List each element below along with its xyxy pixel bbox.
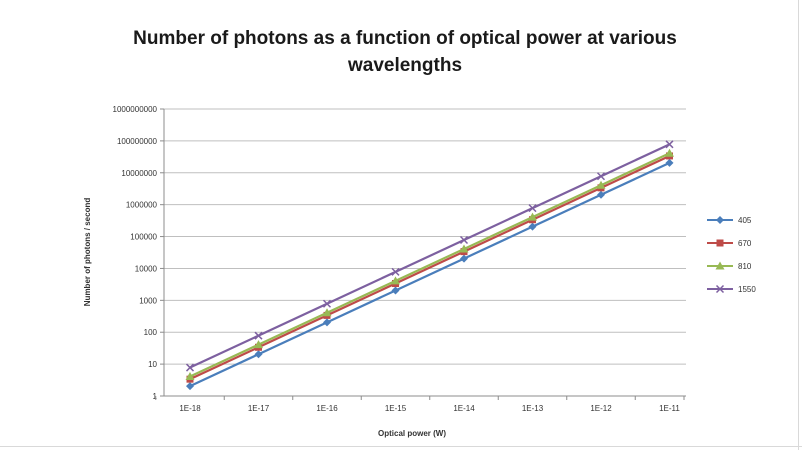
legend-label: 810 [738, 262, 752, 271]
legend-marker [715, 261, 725, 270]
y-tick-label: 1 [153, 392, 158, 401]
data-point-405 [528, 222, 537, 231]
chart-title-line-2: wavelengths [347, 55, 462, 76]
data-point-810 [254, 340, 263, 349]
data-point-405 [597, 190, 605, 199]
data-point-405 [323, 318, 331, 327]
x-tick-label: 1E-16 [316, 404, 338, 413]
x-tick-label: 1E-18 [179, 404, 201, 413]
legend-entry-670: 670 [707, 239, 752, 248]
data-point-810 [322, 308, 332, 317]
series-lines [185, 140, 674, 391]
marker-stroke [391, 267, 400, 276]
data-point-1550 [185, 363, 195, 372]
data-point-1550 [322, 299, 332, 308]
legend-marker [715, 284, 725, 294]
data-point-1550 [391, 267, 400, 276]
y-tick-label: 1000 [139, 296, 157, 305]
legend-marker [716, 216, 724, 224]
x-tick-label: 1E-13 [522, 404, 544, 413]
y-tick-label: 1000000000 [113, 105, 158, 114]
data-point-1550 [459, 235, 469, 245]
legend-entry-810: 810 [707, 261, 752, 271]
series-810 [185, 148, 674, 381]
series-line-670 [189, 154, 670, 381]
legend-entry-405: 405 [707, 216, 752, 225]
data-point-405 [254, 350, 263, 359]
y-tick-label: 10000 [135, 264, 158, 273]
x-tick-label: 1E-14 [453, 404, 475, 413]
gridlines [160, 108, 686, 397]
series-1550 [185, 140, 674, 372]
y-tick-label: 100000 [130, 233, 157, 242]
legend: 405 670 810 1550 [707, 216, 756, 294]
data-point-810 [528, 212, 537, 221]
series-405 [186, 158, 674, 391]
data-point-1550 [254, 331, 263, 340]
legend-entry-1550: 1550 [707, 284, 756, 294]
data-point-1550 [596, 172, 606, 181]
marker-stroke [715, 284, 725, 294]
x-tick-label: 1E-17 [248, 404, 270, 413]
data-point-1550 [665, 140, 674, 149]
chart-title-line-1: Number of photons as a function of optic… [133, 28, 677, 49]
data-point-405 [665, 158, 674, 167]
marker-stroke [185, 363, 195, 372]
data-point-810 [459, 244, 469, 253]
data-point-405 [460, 254, 468, 263]
x-tick-label: 1E-15 [385, 404, 407, 413]
data-point-1550 [528, 204, 537, 213]
y-tick-label: 1000000 [126, 201, 158, 210]
data-point-405 [186, 382, 194, 391]
axes [163, 109, 686, 397]
data-point-405 [391, 286, 400, 295]
frame-border [0, 446, 802, 447]
marker-stroke [322, 299, 332, 308]
series-line-405 [189, 161, 670, 388]
marker-stroke [528, 204, 537, 213]
data-point-810 [596, 180, 606, 189]
y-tick-labels: 1 10 100 1000 10000 100000 1000000 10000000 1000… [113, 105, 158, 401]
chart-title: Number of photons as a function of optic… [133, 28, 677, 76]
data-point-810 [665, 148, 674, 157]
x-tick-label: 1E-12 [590, 404, 612, 413]
y-axis-title: Number of photons / second [83, 198, 92, 307]
legend-label: 670 [738, 239, 752, 248]
marker-stroke [459, 235, 469, 245]
x-tick-label: 1E-11 [659, 404, 680, 413]
y-tick-label: 100000000 [117, 137, 158, 146]
data-point-810 [185, 372, 195, 381]
data-point-810 [391, 276, 400, 285]
x-axis-title: Optical power (W) [378, 429, 446, 438]
y-tick-label: 100 [144, 328, 158, 337]
series-line-1550 [189, 143, 670, 369]
series-line-810 [189, 152, 670, 378]
legend-label: 405 [738, 216, 752, 225]
x-tick-labels: 1E-18 1E-17 1E-16 1E-15 1E-14 1E-13 1E-12 1E-11 [155, 396, 685, 413]
frame-border [798, 0, 799, 450]
marker-stroke [596, 172, 606, 181]
marker-stroke [254, 331, 263, 340]
y-tick-label: 10 [148, 360, 157, 369]
y-tick-label: 10000000 [121, 169, 157, 178]
marker-stroke [665, 140, 674, 149]
legend-marker [716, 239, 724, 247]
legend-label: 1550 [738, 285, 756, 294]
